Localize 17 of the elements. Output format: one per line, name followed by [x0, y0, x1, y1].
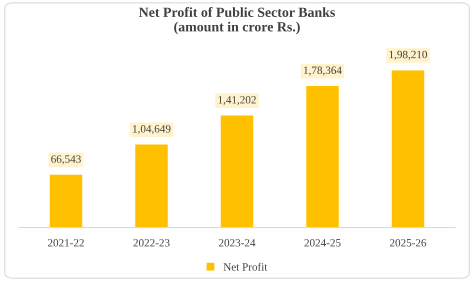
bar	[306, 86, 339, 228]
x-tick-label: 2022-23	[133, 239, 170, 247]
x-tick-label: 2025-26	[390, 239, 426, 247]
bar	[392, 70, 424, 228]
bar	[135, 144, 168, 228]
x-tick-label: 2021-22	[48, 239, 84, 247]
data-label: 1,04,649	[133, 125, 170, 134]
x-tick-label: 2024-25	[304, 239, 341, 247]
legend-label: Net Profit	[224, 262, 268, 271]
bar	[50, 174, 82, 228]
x-tick-label: 2023-24	[218, 239, 256, 247]
chart-title: Net Profit of Public Sector Banks (amount in crore Rs.)	[138, 7, 335, 34]
data-label: 1,98,210	[390, 50, 428, 60]
bar	[220, 116, 254, 228]
data-label: 66,543	[51, 155, 81, 164]
data-label: 1,78,364	[304, 66, 342, 76]
data-label: 1,41,202	[218, 96, 256, 106]
